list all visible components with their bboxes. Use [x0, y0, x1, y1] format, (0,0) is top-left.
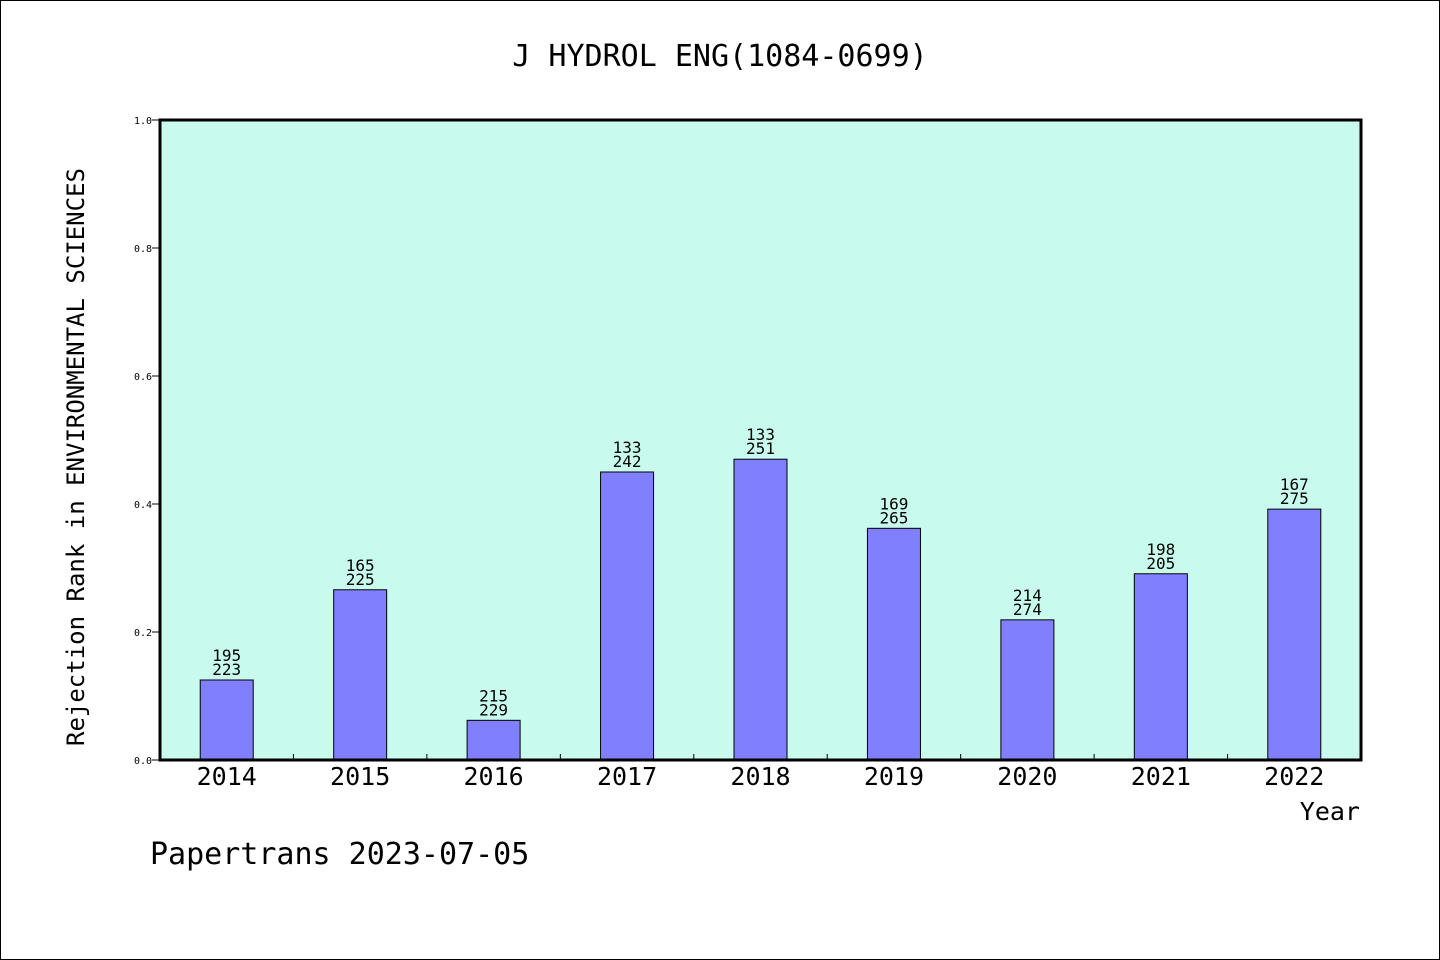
y-tick-label: 0.0 — [134, 756, 152, 767]
data-label-bottom: 274 — [1013, 600, 1042, 619]
bar-2017 — [600, 471, 655, 761]
bar-2014 — [199, 679, 254, 761]
bar-2022 — [1267, 508, 1322, 761]
data-label-top: 215 — [479, 686, 508, 705]
data-label-bottom: 205 — [1146, 554, 1175, 573]
data-labels: 1952232014165225201521522920161332422017… — [197, 425, 1325, 791]
data-label-top: 198 — [1146, 540, 1175, 559]
x-tick-label: 2014 — [197, 762, 257, 791]
plot-border — [158, 118, 1363, 762]
data-label-top: 169 — [879, 494, 908, 513]
x-tick-label: 2016 — [464, 762, 524, 791]
chart-title: J HYDROL ENG(1084-0699) — [512, 39, 927, 74]
data-label-top: 195 — [212, 646, 241, 665]
x-tick-label: 2021 — [1131, 762, 1191, 791]
bar-2015 — [333, 589, 388, 761]
x-tick-label: 2017 — [597, 762, 657, 791]
bar-2021 — [1133, 573, 1188, 761]
y-tick-label: 0.6 — [134, 372, 152, 383]
data-label-bottom: 251 — [746, 439, 775, 458]
data-label-top: 133 — [746, 425, 775, 444]
data-label-top: 214 — [1013, 586, 1042, 605]
data-label-top: 165 — [346, 556, 375, 575]
y-tick-label: 0.4 — [134, 500, 152, 511]
footer-text: Papertrans 2023-07-05 — [150, 837, 529, 872]
bar-2018 — [733, 458, 788, 761]
x-axis-label: Year — [1300, 797, 1360, 826]
bar-2020 — [1000, 619, 1055, 761]
data-label-bottom: 242 — [613, 452, 642, 471]
x-tick-label: 2015 — [330, 762, 390, 791]
x-tick-label: 2022 — [1264, 762, 1324, 791]
bar-2016 — [466, 719, 521, 761]
data-label-bottom: 275 — [1280, 489, 1309, 508]
data-label-bottom: 223 — [212, 660, 241, 679]
x-tick-label: 2020 — [997, 762, 1057, 791]
bar-2019 — [866, 527, 921, 761]
data-label-top: 167 — [1280, 475, 1309, 494]
bars — [199, 458, 1322, 761]
data-label-bottom: 265 — [879, 508, 908, 527]
y-tick-label: 1.0 — [134, 116, 152, 127]
x-tick-label: 2018 — [730, 762, 790, 791]
y-axis-label: Rejection Rank in ENVIRONMENTAL SCIENCES — [62, 168, 90, 746]
x-tick-label: 2019 — [864, 762, 924, 791]
y-tick-label: 0.8 — [134, 244, 152, 255]
data-label-top: 133 — [613, 438, 642, 457]
data-label-bottom: 229 — [479, 700, 508, 719]
data-label-bottom: 225 — [346, 570, 375, 589]
y-tick-label: 0.2 — [134, 628, 152, 639]
